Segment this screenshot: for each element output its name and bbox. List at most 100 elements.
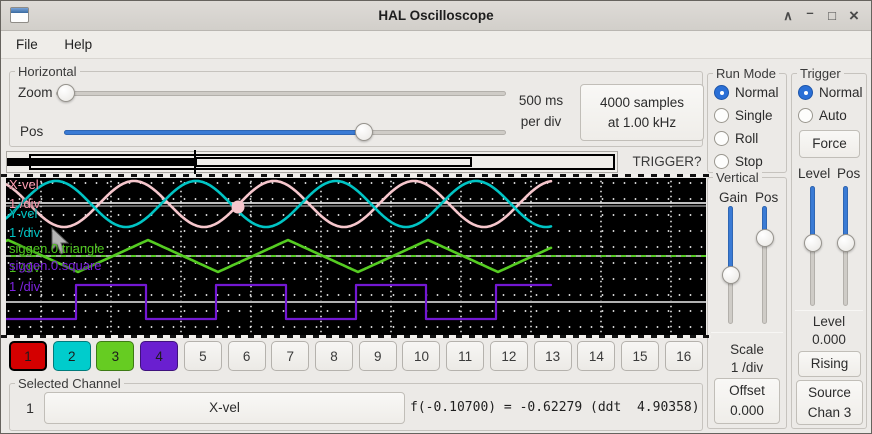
horizontal-group: Horizontal Zoom Pos 500 ms per div 4000 … bbox=[9, 64, 704, 147]
radio-label: Normal bbox=[735, 85, 779, 100]
channel-button-16[interactable]: 16 bbox=[664, 341, 703, 371]
time-per-div-readout: 500 ms per div bbox=[508, 90, 574, 132]
trigger-level-slider[interactable] bbox=[804, 186, 822, 306]
zoom-slider-label: Zoom bbox=[18, 85, 53, 100]
scope-bottom-dashed-border bbox=[1, 335, 711, 338]
zoom-slider-handle[interactable] bbox=[57, 84, 75, 102]
trigger-status-label[interactable]: TRIGGER? bbox=[632, 154, 702, 169]
close-button[interactable]: × bbox=[849, 6, 859, 25]
vertical-offset-button[interactable]: Offset 0.000 bbox=[714, 378, 780, 424]
selected-channel-source-button[interactable]: X-vel bbox=[44, 392, 405, 424]
vertical-separator bbox=[711, 332, 783, 333]
menu-help[interactable]: Help bbox=[64, 37, 93, 52]
trigger-separator bbox=[795, 310, 863, 311]
vertical-pos-groove bbox=[762, 206, 767, 324]
trigger-level-readout-value: 0.000 bbox=[812, 332, 846, 347]
scope-channel-4-scale-label: 1 /div bbox=[9, 279, 41, 294]
menu-file[interactable]: File bbox=[16, 37, 38, 52]
channel-button-7[interactable]: 7 bbox=[271, 341, 310, 371]
trigger-mode-normal-radio[interactable]: Normal bbox=[792, 81, 866, 104]
trace-siggen-0-square bbox=[6, 283, 553, 321]
channel-button-12[interactable]: 12 bbox=[489, 341, 528, 371]
channel-button-13[interactable]: 13 bbox=[533, 341, 572, 371]
run-mode-roll-radio[interactable]: Roll bbox=[708, 127, 786, 150]
selected-channel-readout: f(-0.10700) = -0.62279 (ddt 4.90358) bbox=[410, 400, 700, 415]
channel-button-10[interactable]: 10 bbox=[402, 341, 441, 371]
trigger-source-button[interactable]: Source Chan 3 bbox=[796, 380, 863, 425]
channel-button-5[interactable]: 5 bbox=[183, 341, 222, 371]
vertical-scale-label: Scale bbox=[730, 342, 764, 357]
maximize-button[interactable]: □ bbox=[828, 8, 836, 23]
vertical-gain-slider[interactable] bbox=[722, 206, 740, 324]
vertical-offset-line2: 0.000 bbox=[730, 403, 764, 418]
trigger-edge-button[interactable]: Rising bbox=[798, 351, 861, 377]
run-mode-stop-radio[interactable]: Stop bbox=[708, 150, 786, 173]
selected-channel-number: 1 bbox=[26, 400, 34, 416]
trace-x-vel bbox=[6, 179, 553, 229]
vertical-pos-handle[interactable] bbox=[756, 229, 774, 247]
run-mode-normal-radio[interactable]: Normal bbox=[708, 81, 786, 104]
shade-button[interactable]: ∧ bbox=[783, 8, 793, 23]
force-button[interactable]: Force bbox=[799, 130, 860, 158]
samples-button[interactable]: 4000 samples at 1.00 kHz bbox=[580, 84, 704, 141]
trace-y-vel bbox=[6, 179, 553, 229]
window-controls: ∧ – □ × bbox=[777, 1, 865, 31]
trigger-pos-handle[interactable] bbox=[837, 234, 855, 252]
pos-slider-label: Pos bbox=[20, 124, 44, 139]
scope-channel-2-scale-label: 1 /div bbox=[9, 225, 41, 240]
trace-siggen-0-triangle bbox=[6, 238, 553, 274]
vertical-pos-label: Pos bbox=[755, 190, 779, 205]
record-position-indicator[interactable] bbox=[6, 150, 618, 174]
vertical-group-title: Vertical bbox=[713, 170, 762, 185]
scope-display[interactable]: X-vel 1 /div Y-vel 1 /div siggen.0.triangle 1… bbox=[6, 178, 706, 335]
channel-button-3[interactable]: 3 bbox=[96, 341, 135, 371]
time-per-div-line2: per div bbox=[520, 114, 562, 129]
trigger-level-readout-label: Level bbox=[812, 314, 846, 329]
radio-label: Auto bbox=[819, 108, 847, 123]
vertical-pos-slider[interactable] bbox=[756, 206, 774, 324]
samples-button-line2: at 1.00 kHz bbox=[607, 114, 677, 130]
radio-icon bbox=[714, 85, 729, 100]
minimize-button[interactable]: – bbox=[806, 5, 814, 20]
vertical-gain-fill bbox=[728, 206, 733, 275]
channel-button-11[interactable]: 11 bbox=[446, 341, 485, 371]
channel-button-1[interactable]: 1 bbox=[9, 341, 47, 371]
record-fill-bar bbox=[7, 158, 195, 166]
scope-channel-1-name-label: X-vel bbox=[9, 177, 39, 192]
channel-button-2[interactable]: 2 bbox=[52, 341, 91, 371]
scope-top-dashed-border bbox=[1, 174, 711, 177]
trigger-pos-slider[interactable] bbox=[837, 186, 855, 306]
vertical-gain-handle[interactable] bbox=[722, 266, 740, 284]
selected-channel-group: Selected Channel 1 X-vel f(-0.10700) = -… bbox=[9, 376, 703, 431]
run-mode-group: Run Mode Normal Single Roll Stop bbox=[707, 66, 787, 173]
trigger-mode-auto-radio[interactable]: Auto bbox=[792, 104, 866, 127]
channel-button-4[interactable]: 4 bbox=[140, 341, 179, 371]
horizontal-group-title: Horizontal bbox=[15, 64, 80, 79]
channel-button-9[interactable]: 9 bbox=[358, 341, 397, 371]
horizontal-pos-slider[interactable] bbox=[64, 123, 506, 141]
trigger-mode-options: Normal Auto bbox=[792, 81, 866, 127]
run-mode-single-radio[interactable]: Single bbox=[708, 104, 786, 127]
channel-button-8[interactable]: 8 bbox=[315, 341, 354, 371]
channel-button-6[interactable]: 6 bbox=[227, 341, 266, 371]
pos-slider-handle[interactable] bbox=[355, 123, 373, 141]
radio-icon bbox=[798, 108, 813, 123]
trigger-point-marker bbox=[231, 200, 245, 214]
scope-channel-3-name-label: siggen.0.triangle bbox=[9, 241, 105, 256]
scope-channel-2-name-label: Y-vel bbox=[9, 206, 38, 221]
trigger-level-handle[interactable] bbox=[804, 234, 822, 252]
radio-label: Single bbox=[735, 108, 773, 123]
trigger-level-slider-label: Level bbox=[798, 166, 831, 181]
samples-button-line1: 4000 samples bbox=[599, 94, 685, 110]
channel-button-15[interactable]: 15 bbox=[621, 341, 660, 371]
radio-label: Roll bbox=[735, 131, 759, 146]
vertical-group: Vertical Gain Pos Scale 1 /div Offset 0.… bbox=[707, 170, 787, 429]
channel-button-14[interactable]: 14 bbox=[577, 341, 616, 371]
scope-channel-4-name-label: siggen.0.square bbox=[9, 258, 102, 273]
zoom-slider-groove bbox=[56, 91, 506, 96]
scope-channel-1-scale-label: 1 /div bbox=[9, 196, 41, 211]
time-per-div-line1: 500 ms bbox=[518, 93, 564, 108]
vertical-gain-label: Gain bbox=[719, 190, 748, 205]
horizontal-zoom-slider[interactable] bbox=[56, 84, 506, 102]
radio-icon bbox=[714, 131, 729, 146]
